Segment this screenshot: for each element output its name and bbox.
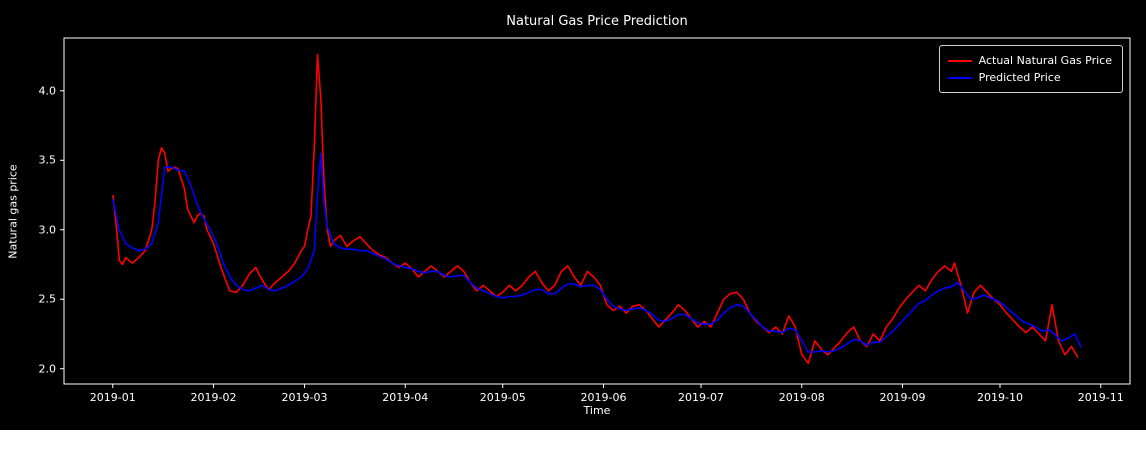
- y-axis-label: Natural gas price: [6, 164, 20, 259]
- legend-line-sample-red: [947, 59, 972, 62]
- x-tick-label: 2019-05: [479, 391, 526, 404]
- y-tick-label: 2.5: [38, 292, 57, 306]
- x-axis-label: Time: [583, 404, 611, 417]
- y-tick-label: 2.0: [38, 362, 57, 376]
- y-tick-label: 3.0: [38, 223, 57, 237]
- x-tick-label: 2019-01: [89, 391, 136, 404]
- legend-line-sample-blue: [947, 76, 972, 79]
- legend: Actual Natural Gas Price Predicted Price: [938, 45, 1123, 93]
- plot-area: [60, 37, 1131, 388]
- x-tick-label: 2019-02: [190, 391, 237, 404]
- plot-svg: [60, 37, 1131, 388]
- x-tick-label: 2019-09: [879, 391, 926, 404]
- x-tick-label: 2019-11: [1077, 391, 1124, 404]
- x-tick-label: 2019-06: [580, 391, 627, 404]
- y-tick-label: 3.5: [38, 153, 57, 167]
- chart-figure: Natural Gas Price Prediction Time Natura…: [0, 0, 1146, 430]
- series-line-1: [112, 152, 1083, 353]
- x-tick-label: 2019-08: [778, 391, 825, 404]
- x-tick-label: 2019-07: [678, 391, 724, 404]
- y-tick-label: 4.0: [38, 84, 57, 98]
- chart-title: Natural Gas Price Prediction: [506, 14, 688, 29]
- legend-entry-actual: Actual Natural Gas Price: [947, 52, 1112, 69]
- legend-label-actual: Actual Natural Gas Price: [978, 54, 1112, 67]
- series-line-0: [112, 53, 1079, 365]
- x-tick-label: 2019-04: [382, 391, 429, 404]
- x-tick-label: 2019-03: [281, 391, 328, 404]
- legend-entry-predicted: Predicted Price: [947, 69, 1112, 86]
- axes-spines: [63, 37, 1131, 385]
- x-tick-label: 2019-10: [977, 391, 1023, 404]
- legend-label-predicted: Predicted Price: [978, 71, 1061, 84]
